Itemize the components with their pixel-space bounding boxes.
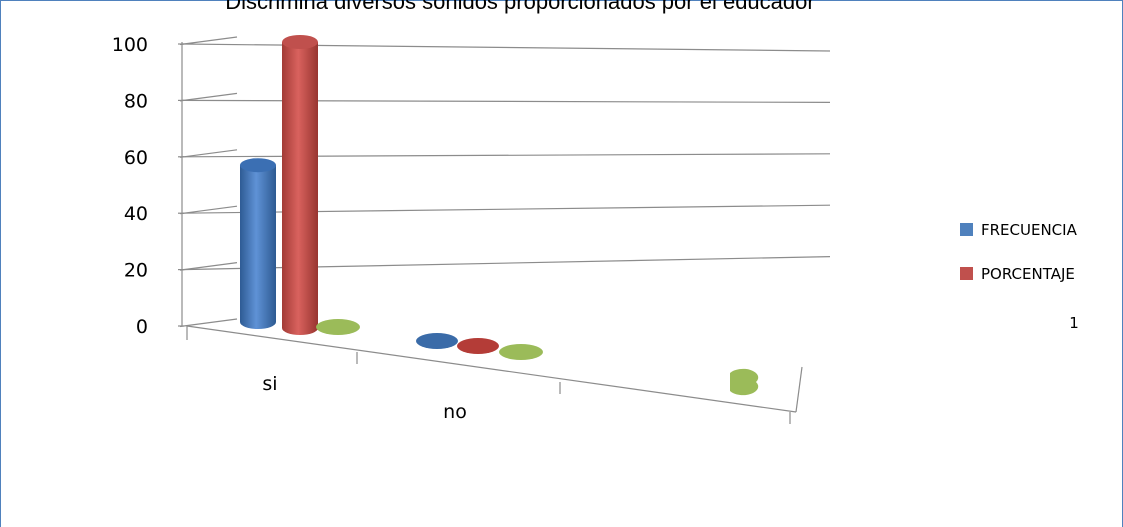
legend-label: FRECUENCIA — [981, 221, 1078, 239]
y-tick-label: 100 — [112, 34, 148, 56]
bar-disc — [730, 368, 759, 396]
bar-disc — [499, 344, 543, 360]
bar-top — [240, 158, 276, 173]
gridline-depth — [179, 36, 238, 46]
gridline-depth — [179, 262, 238, 271]
x-tick-label: si — [262, 373, 277, 395]
gridline — [181, 204, 831, 214]
y-tick-label: 60 — [124, 147, 148, 169]
gridline-depth — [179, 318, 238, 328]
gridline — [181, 43, 831, 52]
legend-swatch — [960, 223, 973, 236]
gridline — [181, 256, 831, 271]
x-axis — [186, 325, 797, 413]
floor-edge — [795, 366, 803, 413]
bar — [282, 42, 318, 335]
y-tick-label: 40 — [124, 203, 148, 225]
legend-swatch — [960, 267, 973, 280]
y-tick-label: 80 — [124, 90, 148, 112]
bar — [240, 165, 276, 329]
bar-disc — [457, 338, 499, 354]
legend-label: PORCENTAJE — [981, 265, 1075, 283]
y-tick-label: 20 — [124, 260, 148, 282]
gridline-depth — [179, 149, 238, 158]
gridline — [181, 99, 831, 103]
legend-label: 1 — [1069, 314, 1079, 332]
chart-title: Discrimina diversos sonidos proporcionad… — [225, 0, 815, 14]
y-tick-label: 0 — [136, 316, 148, 338]
gridline-depth — [179, 92, 238, 102]
gridline — [181, 153, 831, 158]
bar-disc — [416, 333, 458, 349]
gridline-depth — [179, 205, 238, 215]
bar-disc — [316, 319, 360, 335]
bar-top — [282, 35, 318, 49]
x-tick-label: no — [443, 401, 467, 423]
